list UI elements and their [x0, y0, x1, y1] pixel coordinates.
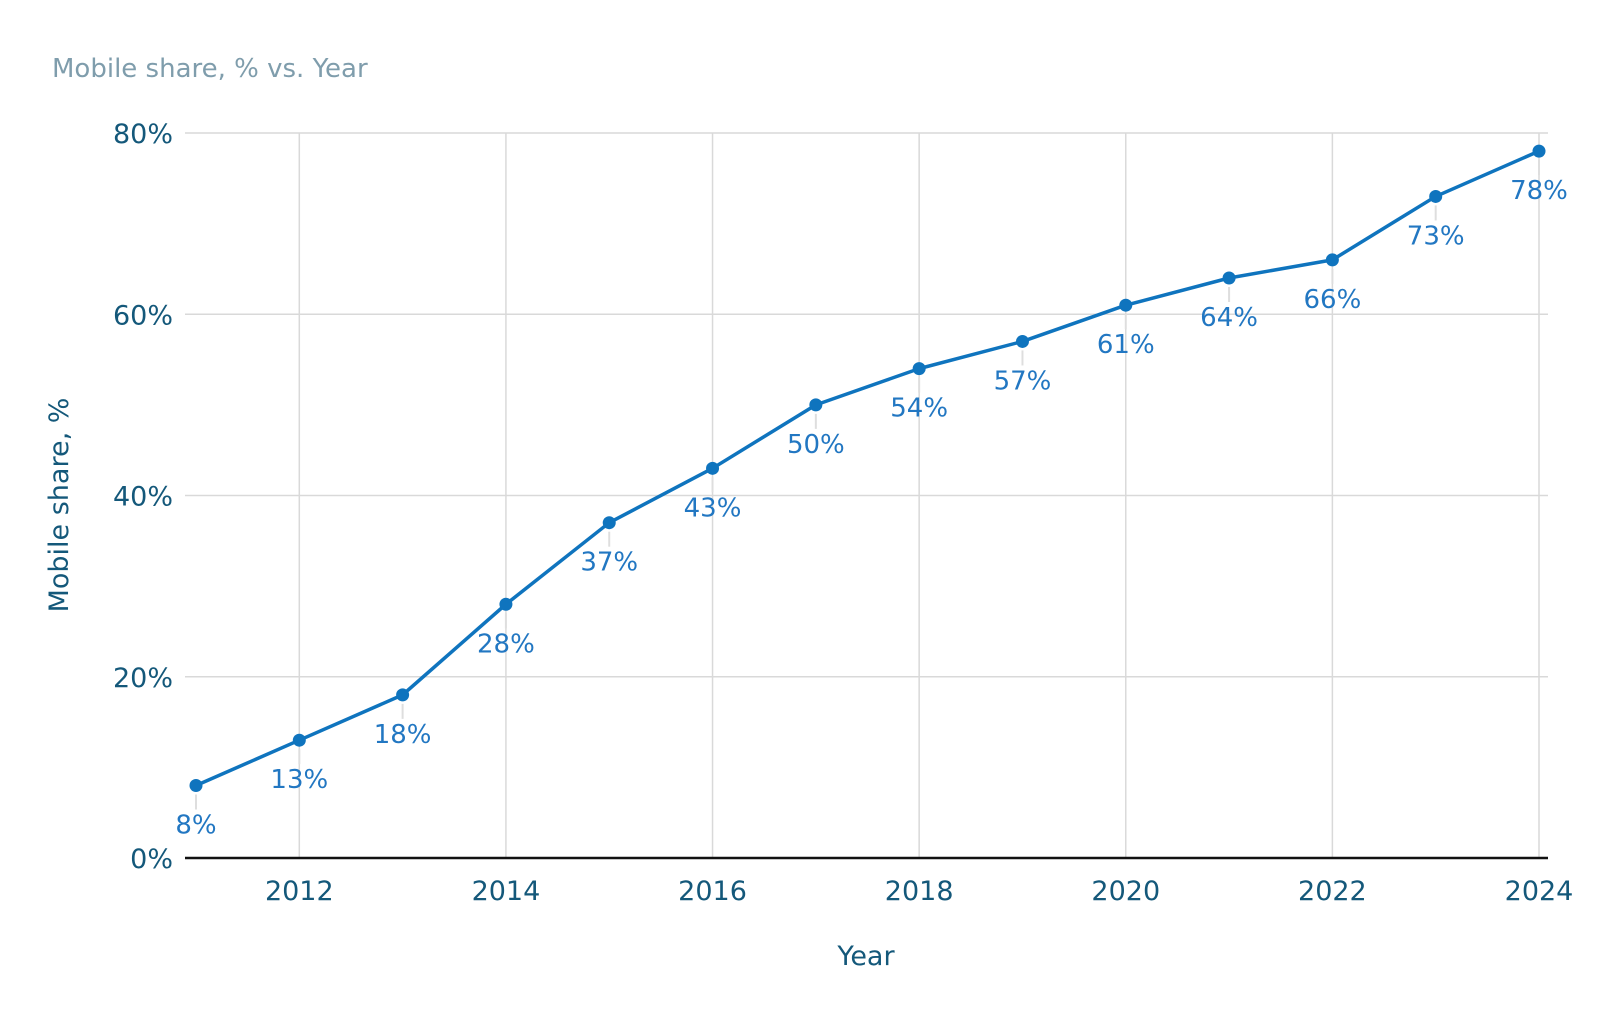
- data-point-label: 50%: [787, 430, 845, 460]
- x-tick-label: 2014: [472, 876, 541, 907]
- x-tick-label: 2012: [265, 876, 334, 907]
- x-tick-label: 2022: [1298, 876, 1367, 907]
- data-point-label: 37%: [580, 548, 638, 578]
- data-point-label: 13%: [270, 765, 328, 795]
- data-point[interactable]: [396, 688, 410, 702]
- y-axis-title: Mobile share, %: [44, 398, 75, 613]
- data-point[interactable]: [809, 398, 823, 412]
- data-point[interactable]: [1119, 298, 1133, 312]
- x-tick-label: 2024: [1505, 876, 1574, 907]
- series-group: [194, 149, 1541, 788]
- data-point-label: 61%: [1097, 330, 1155, 360]
- data-point[interactable]: [602, 516, 616, 530]
- leader-lines-group: [195, 160, 1540, 810]
- y-tick-label: 20%: [113, 663, 173, 694]
- data-point[interactable]: [1222, 271, 1236, 285]
- data-point[interactable]: [912, 362, 926, 376]
- data-point-label: 43%: [684, 493, 742, 523]
- point-labels-group: 8% 13% 18% 28% 37% 43% 50% 54% 57% 61% 64% 66% 73% 78…: [175, 176, 1568, 840]
- data-point[interactable]: [1532, 144, 1546, 158]
- data-point-label: 54%: [890, 394, 948, 424]
- data-point-label: 66%: [1303, 285, 1361, 315]
- y-tick-label: 80%: [113, 119, 173, 150]
- data-point[interactable]: [706, 461, 720, 475]
- y-tick-label: 0%: [130, 844, 173, 875]
- data-point-label: 73%: [1407, 221, 1465, 251]
- data-point[interactable]: [189, 779, 203, 792]
- data-point[interactable]: [1015, 334, 1029, 348]
- data-point[interactable]: [292, 733, 306, 747]
- data-point[interactable]: [1429, 189, 1443, 203]
- data-point-label: 78%: [1510, 176, 1568, 206]
- series-line: [194, 149, 1541, 788]
- x-tick-label: 2016: [678, 876, 747, 907]
- data-point-label: 28%: [477, 629, 535, 659]
- data-point[interactable]: [1325, 253, 1339, 267]
- points-group: [189, 144, 1546, 792]
- x-tick-label: 2020: [1091, 876, 1160, 907]
- data-point-label: 8%: [175, 811, 216, 841]
- y-tick-label: 40%: [113, 482, 173, 513]
- data-point[interactable]: [499, 597, 513, 611]
- x-tick-label: 2018: [885, 876, 954, 907]
- data-point-label: 57%: [994, 366, 1052, 396]
- tick-labels-group: 0% 20% 40% 60% 80% 2012 2014 2016 2018 2020 2022 20…: [113, 119, 1573, 907]
- y-tick-label: 60%: [113, 300, 173, 331]
- x-axis-title: Year: [836, 941, 895, 972]
- data-point-label: 64%: [1200, 303, 1258, 333]
- data-point-label: 18%: [374, 720, 432, 750]
- chart-title: Mobile share, % vs. Year: [52, 54, 368, 84]
